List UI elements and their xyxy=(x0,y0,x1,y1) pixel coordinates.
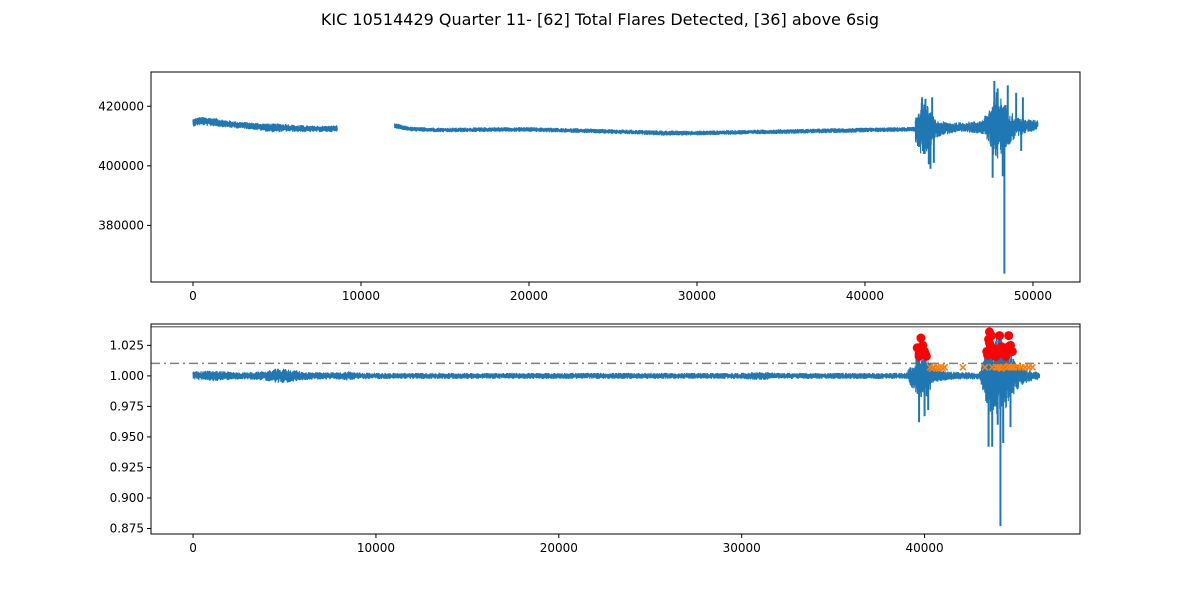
flare-6sig-marker xyxy=(984,338,994,348)
y-tick-label: 0.900 xyxy=(110,491,144,505)
x-tick-label: 10000 xyxy=(357,541,395,555)
y-tick-label: 380000 xyxy=(98,218,144,232)
normalized-flux-frame xyxy=(150,323,1081,535)
figure-title: KIC 10514429 Quarter 11- [62] Total Flar… xyxy=(320,10,880,29)
y-tick-label: 0.950 xyxy=(110,430,144,444)
y-tick-label: 0.925 xyxy=(110,460,144,474)
normalized-flux-plot-area xyxy=(151,326,1080,527)
flare-6sig-marker xyxy=(986,331,996,341)
x-tick-label: 30000 xyxy=(723,541,761,555)
flare-6sig-marker xyxy=(1004,331,1014,341)
flare-candidate-marker xyxy=(992,363,1000,371)
x-tick-label: 20000 xyxy=(540,541,578,555)
y-tick-label: 0.975 xyxy=(110,399,144,413)
flare-candidate-marker xyxy=(959,363,967,371)
flare-6sig-marker xyxy=(988,349,998,359)
x-tick-label: 50000 xyxy=(1014,289,1052,303)
raw-flux-plot-area xyxy=(192,80,1039,274)
x-tick-label: 0 xyxy=(189,541,197,555)
y-tick-label: 1.000 xyxy=(110,369,144,383)
raw-flux-axes: 0 10000 20000 30000 40000 50000 380000 400000 42… xyxy=(98,71,1081,303)
normalized-flux-series-segment-0 xyxy=(192,334,1041,417)
x-tick-label: 10000 xyxy=(342,289,380,303)
x-tick-label: 40000 xyxy=(905,541,943,555)
x-tick-label: 0 xyxy=(189,289,197,303)
x-tick-label: 20000 xyxy=(510,289,548,303)
flare-candidate-marker xyxy=(1028,363,1037,371)
x-tick-label: 40000 xyxy=(846,289,884,303)
flare-candidate-marker xyxy=(939,364,947,373)
normalized-flux-axes: 0 10000 20000 30000 40000 0.875 0.900 0.925 0.95… xyxy=(110,323,1081,555)
flare-candidate-marker xyxy=(1005,362,1013,370)
flare-candidate-marker xyxy=(928,364,936,373)
flare-6sig-marker xyxy=(995,348,1005,358)
raw-flux-series-segment-0 xyxy=(192,116,338,133)
x-tick-label: 30000 xyxy=(678,289,716,303)
y-tick-label: 0.875 xyxy=(110,522,144,536)
flare-6sig-marker xyxy=(916,333,926,343)
flare-candidate-marker xyxy=(997,364,1005,373)
flare-6sig-marker xyxy=(995,331,1005,341)
flare-6sig-marker xyxy=(920,349,930,359)
raw-flux-series-segment-1 xyxy=(393,123,916,136)
flare-6sig-marker xyxy=(1004,342,1014,352)
y-tick-label: 420000 xyxy=(98,99,144,113)
flare-candidate-marker xyxy=(981,363,989,371)
raw-flux-series-segment-2 xyxy=(914,92,1039,159)
y-tick-label: 400000 xyxy=(98,159,144,173)
y-tick-label: 1.025 xyxy=(110,338,144,352)
raw-flux-frame xyxy=(150,71,1081,283)
